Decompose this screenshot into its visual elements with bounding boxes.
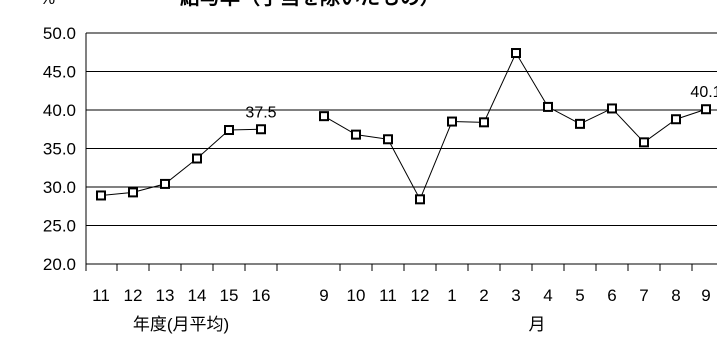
data-point-marker — [96, 190, 106, 201]
data-label: 37.5 — [245, 104, 276, 121]
data-point-marker — [639, 137, 649, 148]
data-label: 40.1 — [690, 84, 717, 101]
x-tick-label: 9 — [319, 286, 328, 305]
data-point-marker — [192, 153, 202, 164]
y-tick-label: 50.0 — [43, 24, 76, 43]
y-tick-label: 20.0 — [43, 255, 76, 274]
data-point-marker — [447, 116, 457, 127]
data-point-marker — [319, 111, 329, 122]
x-tick-label: 13 — [156, 286, 175, 305]
x-group-title: 年度(月平均) — [133, 315, 229, 334]
y-axis-unit: % — [40, 0, 55, 8]
x-tick-label: 12 — [411, 286, 430, 305]
x-tick-label: 16 — [252, 286, 271, 305]
data-point-marker — [351, 129, 361, 140]
data-point-marker — [671, 114, 681, 125]
data-point-marker — [543, 101, 553, 112]
x-tick-label: 10 — [347, 286, 366, 305]
grid-layer — [86, 32, 717, 265]
label-layer: 37.5 40.1 — [245, 84, 717, 121]
y-tick-label: 35.0 — [43, 140, 76, 159]
data-point-marker — [511, 48, 521, 59]
x-tick-label: 9 — [701, 286, 710, 305]
data-point-marker — [383, 134, 393, 145]
y-tick-label: 45.0 — [43, 63, 76, 82]
data-point-marker — [701, 104, 711, 115]
x-tick-label: 3 — [511, 286, 520, 305]
x-tick-label: 6 — [607, 286, 616, 305]
x-tick-label: 7 — [639, 286, 648, 305]
x-tick-label: 1 — [447, 286, 456, 305]
data-point-marker — [160, 178, 170, 189]
data-point-marker — [607, 103, 617, 114]
x-tick-label: 4 — [543, 286, 552, 305]
y-tick-label: 40.0 — [43, 101, 76, 120]
x-tick-label: 14 — [188, 286, 207, 305]
series-layer — [96, 48, 711, 205]
series-line-annual — [100, 128, 262, 196]
data-point-marker — [575, 118, 585, 129]
chart-title: 給与率（手当を除いたもの） — [180, 0, 440, 9]
y-tick-label: 25.0 — [43, 217, 76, 236]
x-tick-label: 5 — [575, 286, 584, 305]
data-point-marker — [415, 194, 425, 205]
data-point-marker — [256, 124, 266, 135]
x-tick-label: 11 — [379, 286, 397, 305]
y-tick-label: 30.0 — [43, 178, 76, 197]
x-tick-label: 8 — [671, 286, 680, 305]
x-group-title: 月 — [529, 315, 546, 334]
x-tick-label: 2 — [479, 286, 488, 305]
axis-layer: 20.025.030.035.040.045.050.011 12 13 14 15 16… — [43, 24, 711, 334]
data-point-marker — [224, 125, 234, 136]
title-layer: 給与率（手当を除いたもの） % — [40, 0, 440, 9]
x-tick-label: 12 — [124, 286, 143, 305]
data-point-marker — [479, 117, 489, 128]
x-tick-label: 11 — [92, 286, 110, 305]
x-tick-label: 15 — [220, 286, 239, 305]
data-point-marker — [128, 187, 138, 198]
series-line-monthly — [323, 51, 707, 201]
